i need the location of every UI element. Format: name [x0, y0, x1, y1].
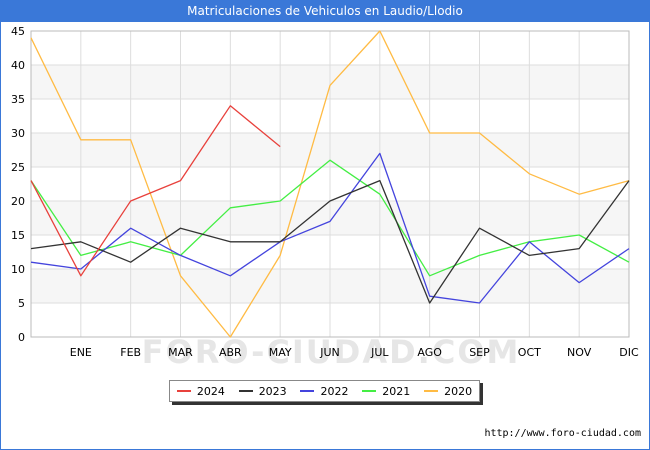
x-tick-label: JUL [370, 346, 389, 359]
legend-item-2021: 2021 [362, 385, 410, 398]
x-tick-label: JUN [319, 346, 340, 359]
legend-swatch [300, 390, 315, 392]
legend-label: 2020 [444, 384, 473, 398]
series-line-2024 [30, 105, 281, 277]
watermark-text: FORO-CIUDAD.COM [141, 333, 521, 371]
x-tick-label: MAY [269, 346, 292, 359]
y-tick-label: 40 [11, 59, 25, 72]
x-tick-label: ABR [219, 346, 242, 359]
series-line-2020 [30, 30, 630, 338]
legend-swatch [238, 390, 253, 392]
legend-item-2023: 2023 [238, 384, 287, 398]
plot-area-border [30, 30, 630, 338]
x-tick-label: NOV [567, 346, 592, 359]
legend-item-2022: 2022 [300, 385, 348, 398]
chart-title: Matriculaciones de Vehiculos en Laudio/L… [1, 1, 649, 22]
source-url[interactable]: http://www.foro-ciudad.com [484, 428, 641, 439]
series-line-2022 [30, 152, 630, 304]
chart-legend: 2024 2023 2022 2021 2020 [169, 380, 480, 402]
y-tick-label: 35 [11, 93, 25, 106]
y-tick-label: 10 [11, 263, 25, 276]
legend-swatch [176, 390, 191, 392]
x-tick-label: MAR [168, 346, 193, 359]
x-tick-label: SEP [469, 346, 490, 359]
x-tick-label: FEB [120, 346, 141, 359]
y-tick-label: 25 [11, 161, 25, 174]
y-tick-label: 5 [18, 297, 25, 310]
series-line-2023 [30, 179, 630, 304]
x-tick-label: OCT [518, 346, 541, 359]
legend-label: 2021 [382, 384, 411, 398]
legend-label: 2023 [258, 384, 287, 398]
legend-label: 2022 [320, 384, 349, 398]
x-tick-label: DIC [619, 346, 639, 359]
y-tick-label: 15 [11, 229, 25, 242]
y-tick-label: 0 [18, 331, 25, 344]
legend-swatch [362, 390, 377, 392]
legend-item-2020: 2020 [424, 385, 472, 398]
legend-item-2024: 2024 [176, 384, 225, 398]
x-tick-label: AGO [417, 346, 442, 359]
legend-label: 2024 [196, 384, 225, 398]
x-tick-label: ENE [70, 346, 92, 359]
y-tick-label: 45 [11, 25, 25, 38]
y-tick-label: 30 [11, 127, 25, 140]
legend-swatch [424, 390, 439, 392]
y-tick-label: 20 [11, 195, 25, 208]
